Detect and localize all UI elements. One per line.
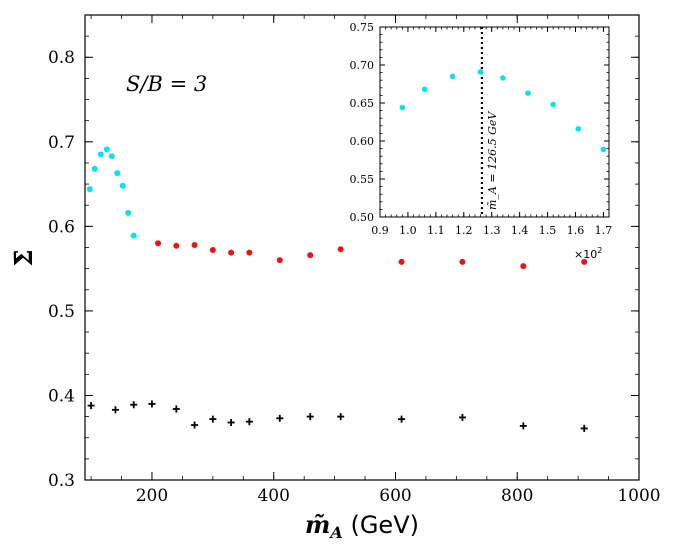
x-axis-unit: (GeV) bbox=[350, 511, 419, 539]
data-point-plus bbox=[172, 405, 180, 413]
data-point bbox=[119, 182, 126, 189]
data-point bbox=[125, 209, 132, 216]
x-tick-label: 1000 bbox=[617, 486, 660, 506]
data-point-plus bbox=[245, 418, 253, 426]
y-axis-label: Σ̄ bbox=[9, 250, 38, 267]
x-tick-label: 400 bbox=[257, 486, 289, 506]
data-point-plus bbox=[227, 419, 235, 427]
x-axis-subscript: A bbox=[328, 523, 342, 542]
data-point-plus bbox=[191, 421, 199, 429]
data-point bbox=[108, 153, 115, 160]
data-point bbox=[525, 90, 531, 96]
data-point bbox=[173, 242, 180, 249]
data-point-plus bbox=[87, 402, 95, 410]
x-tick-label: 1.6 bbox=[567, 224, 585, 237]
x-tick-label: 1.1 bbox=[427, 224, 445, 237]
y-tick-label: 0.70 bbox=[350, 59, 375, 72]
x-tick-label: 1.2 bbox=[455, 224, 473, 237]
data-point bbox=[398, 258, 405, 265]
data-point bbox=[155, 240, 162, 247]
inset-x-multiplier-exponent: 2 bbox=[597, 246, 602, 255]
data-point bbox=[520, 263, 527, 270]
data-point-plus bbox=[148, 400, 156, 408]
data-point-plus bbox=[276, 414, 284, 422]
data-point bbox=[276, 257, 283, 264]
x-tick-label: 1.4 bbox=[511, 224, 529, 237]
data-point bbox=[600, 146, 607, 153]
x-tick-label: 800 bbox=[501, 486, 533, 506]
y-tick-label: 0.8 bbox=[48, 48, 75, 68]
y-tick-label: 0.55 bbox=[350, 173, 375, 186]
data-point-plus bbox=[580, 424, 588, 432]
data-point bbox=[500, 75, 506, 81]
x-tick-label: 1.5 bbox=[539, 224, 557, 237]
data-point bbox=[97, 151, 104, 158]
main-series bbox=[86, 146, 588, 432]
data-point bbox=[459, 258, 466, 265]
inset-axis-ticks: 0.9 1.0 1.1 1.2 1.3 1.4 1.5 1.6 1.7 0.50 0.55 0.60 0… bbox=[350, 21, 613, 237]
data-point bbox=[86, 186, 93, 193]
data-point bbox=[575, 126, 582, 132]
inset-reference-label: m̃_A = 126.5 GeV bbox=[486, 111, 499, 210]
data-point bbox=[114, 170, 121, 177]
data-point bbox=[209, 247, 216, 254]
data-point bbox=[191, 241, 198, 248]
data-point bbox=[550, 101, 556, 108]
data-point bbox=[307, 252, 314, 259]
data-point-plus bbox=[306, 413, 314, 421]
y-tick-label: 0.7 bbox=[48, 133, 75, 153]
inset-x-multiplier: ×102 bbox=[574, 246, 602, 261]
inset-x-multiplier-base: ×10 bbox=[574, 248, 597, 261]
y-tick-label: 0.3 bbox=[48, 471, 75, 491]
data-point bbox=[449, 73, 456, 80]
data-point bbox=[399, 104, 406, 111]
x-axis-symbol: m̃ bbox=[305, 510, 330, 539]
data-point-plus bbox=[130, 401, 138, 409]
main-axis-ticks: 200 400 600 800 1000 0.3 0.4 0.5 0.6 0.7 0.8 bbox=[48, 15, 661, 506]
data-point bbox=[228, 249, 235, 256]
y-tick-label: 0.60 bbox=[350, 135, 375, 148]
x-axis-label: m̃A (GeV) bbox=[305, 510, 419, 542]
signal-background-annotation: S/B = 3 bbox=[126, 72, 207, 96]
y-tick-label: 0.5 bbox=[48, 302, 75, 322]
data-point bbox=[91, 165, 98, 172]
data-point-plus bbox=[209, 415, 217, 423]
inset-series bbox=[399, 69, 607, 153]
data-point bbox=[421, 86, 428, 93]
y-tick-label: 0.4 bbox=[48, 386, 75, 406]
data-point bbox=[337, 246, 344, 253]
y-tick-label: 0.6 bbox=[48, 217, 75, 237]
data-point-plus bbox=[398, 415, 406, 423]
data-point-plus bbox=[337, 413, 345, 421]
data-point bbox=[130, 232, 137, 239]
data-point-plus bbox=[111, 406, 119, 414]
y-tick-label: 0.65 bbox=[350, 97, 375, 110]
data-point bbox=[581, 258, 588, 265]
data-point bbox=[477, 69, 484, 75]
x-tick-label: 600 bbox=[379, 486, 411, 506]
data-point-plus bbox=[519, 422, 527, 430]
y-tick-label: 0.75 bbox=[350, 21, 375, 34]
data-point bbox=[246, 249, 253, 256]
y-tick-label: 0.50 bbox=[350, 211, 375, 224]
data-point-plus bbox=[458, 413, 466, 421]
x-tick-label: 200 bbox=[136, 486, 168, 506]
x-tick-label: 0.9 bbox=[371, 224, 389, 237]
x-tick-label: 1.3 bbox=[483, 224, 501, 237]
inset-plot-area bbox=[379, 26, 610, 218]
data-point bbox=[103, 146, 110, 153]
x-tick-label: 1.0 bbox=[399, 224, 417, 237]
x-tick-label: 1.7 bbox=[595, 224, 613, 237]
